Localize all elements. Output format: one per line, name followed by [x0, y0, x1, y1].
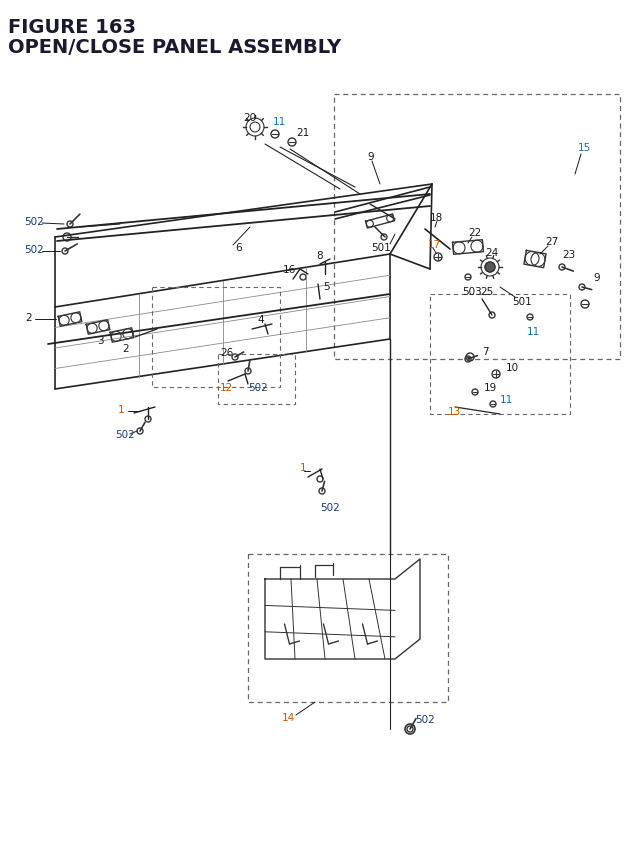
- Text: 23: 23: [562, 250, 575, 260]
- Text: 10: 10: [506, 362, 519, 373]
- Text: 5: 5: [323, 282, 330, 292]
- Text: 2: 2: [122, 344, 129, 354]
- Text: 4: 4: [257, 314, 264, 325]
- Text: 6: 6: [235, 243, 242, 253]
- Text: 501: 501: [371, 243, 391, 253]
- Text: 3: 3: [97, 336, 104, 345]
- Text: 11: 11: [527, 326, 540, 337]
- Text: 7: 7: [482, 347, 488, 356]
- Text: 502: 502: [415, 714, 435, 724]
- Text: 502: 502: [24, 217, 44, 226]
- Text: 13: 13: [448, 406, 461, 417]
- Text: 17: 17: [428, 239, 441, 250]
- Text: 502: 502: [115, 430, 135, 439]
- Text: FIGURE 163: FIGURE 163: [8, 18, 136, 37]
- Text: 20: 20: [243, 113, 256, 123]
- Bar: [248, 554, 448, 703]
- Text: 503: 503: [462, 287, 482, 297]
- Text: 501: 501: [512, 297, 532, 307]
- Text: 9: 9: [367, 152, 374, 162]
- Text: 1: 1: [300, 462, 307, 473]
- Text: 25: 25: [480, 287, 493, 297]
- Text: 18: 18: [430, 213, 444, 223]
- Text: 11: 11: [273, 117, 286, 127]
- Text: 27: 27: [545, 237, 558, 247]
- Text: 502: 502: [320, 503, 340, 512]
- Text: 21: 21: [296, 127, 309, 138]
- Text: 26: 26: [220, 348, 233, 357]
- Text: 502: 502: [248, 382, 268, 393]
- Circle shape: [485, 263, 495, 273]
- Text: 24: 24: [485, 248, 499, 257]
- Text: 12: 12: [220, 382, 233, 393]
- Text: 16: 16: [283, 264, 296, 275]
- Text: 15: 15: [578, 143, 591, 152]
- Text: OPEN/CLOSE PANEL ASSEMBLY: OPEN/CLOSE PANEL ASSEMBLY: [8, 38, 341, 57]
- Text: 22: 22: [468, 228, 481, 238]
- Text: 14: 14: [282, 712, 295, 722]
- Text: 19: 19: [484, 382, 497, 393]
- Text: 2: 2: [25, 313, 31, 323]
- Text: 8: 8: [316, 251, 323, 261]
- Text: 11: 11: [500, 394, 513, 405]
- Text: 1: 1: [118, 405, 125, 414]
- Text: 9: 9: [593, 273, 600, 282]
- Text: 502: 502: [24, 245, 44, 255]
